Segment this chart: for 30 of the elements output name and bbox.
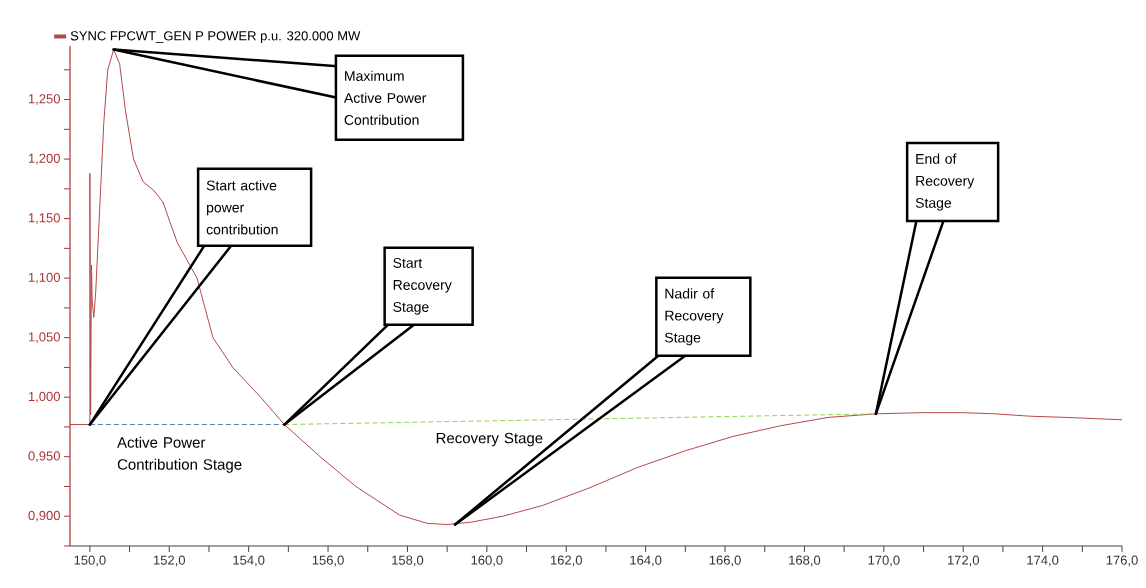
- x-tick-label: 150,0: [74, 555, 106, 567]
- x-tick-label: 170,0: [868, 555, 900, 567]
- annotation: End of Recovery Stage: [915, 153, 975, 211]
- x-tick-label: 176,0: [1106, 555, 1138, 567]
- y-tick-label: 1,100: [28, 272, 60, 284]
- x-tick-label: 172,0: [947, 555, 979, 567]
- y-tick-label: 1,050: [28, 332, 60, 344]
- annotation: Maximum Active Power Contribution: [343, 70, 427, 125]
- x-tick-label: 162,0: [550, 555, 582, 567]
- legend-label: SYNC FPCWT_GEN P POWER p.u. 320.000 MW: [70, 31, 361, 43]
- x-tick-label: 166,0: [709, 555, 741, 567]
- annotation: Start Recovery Stage: [393, 257, 452, 315]
- y-tick-label: 0,950: [28, 451, 60, 463]
- y-tick-label: 1,200: [28, 153, 60, 165]
- series-label: Recovery Stage: [436, 432, 543, 447]
- x-tick-label: 152,0: [153, 555, 186, 567]
- annotation: Start active power contribution: [206, 180, 278, 235]
- y-tick-label: 1,000: [28, 391, 60, 403]
- y-tick-label: 0,900: [28, 510, 60, 522]
- x-tick-label: 174,0: [1027, 555, 1059, 567]
- annotation: Nadir of Recovery Stage: [664, 288, 724, 346]
- x-tick-label: 154,0: [233, 555, 265, 567]
- x-tick-label: 160,0: [471, 555, 503, 567]
- y-tick-label: 1,250: [28, 94, 60, 105]
- series-label: Active Power Contribution Stage: [117, 436, 242, 473]
- x-tick-label: 156,0: [312, 555, 344, 567]
- y-tick-label: 1,150: [28, 213, 60, 224]
- x-tick-label: 164,0: [630, 555, 662, 567]
- x-tick-label: 168,0: [789, 555, 821, 567]
- x-tick-label: 158,0: [392, 555, 424, 567]
